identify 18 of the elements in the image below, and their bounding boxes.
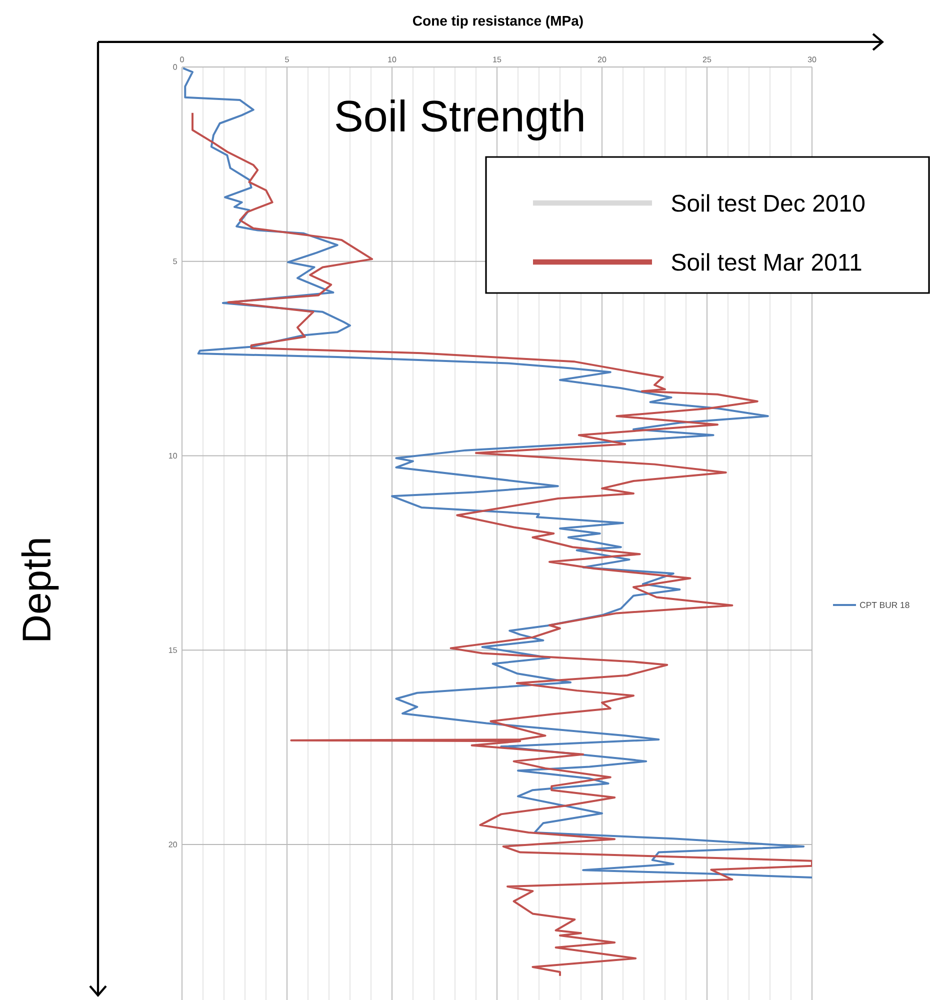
x-tick-label: 10 <box>388 56 396 62</box>
text: Soil Strength <box>336 99 584 141</box>
y-tick-label: 20 <box>168 842 177 848</box>
y-tick-label: 0 <box>173 64 177 70</box>
x-tick-label: 25 <box>702 56 712 62</box>
y-tick-label: 10 <box>168 452 177 459</box>
annotation: Soil test Dec 2010 <box>672 194 865 212</box>
x-tick-label: 20 <box>598 56 606 62</box>
x-axis-title: Cone tip resistance (MPa) <box>412 15 583 29</box>
x-tick-label: 30 <box>808 56 816 62</box>
x-tick-label: 0 <box>180 56 184 62</box>
legend-label: Soil test Mar 2011 <box>672 253 862 271</box>
y-tick-label: 5 <box>173 258 177 264</box>
legend-label: CPT BUR 18 <box>860 602 910 608</box>
y-tick-label: 15 <box>168 647 177 653</box>
x-tick-label: 5 <box>285 56 289 62</box>
x-tick-label: 15 <box>493 56 502 62</box>
y-axis-title: Depth <box>21 539 59 640</box>
